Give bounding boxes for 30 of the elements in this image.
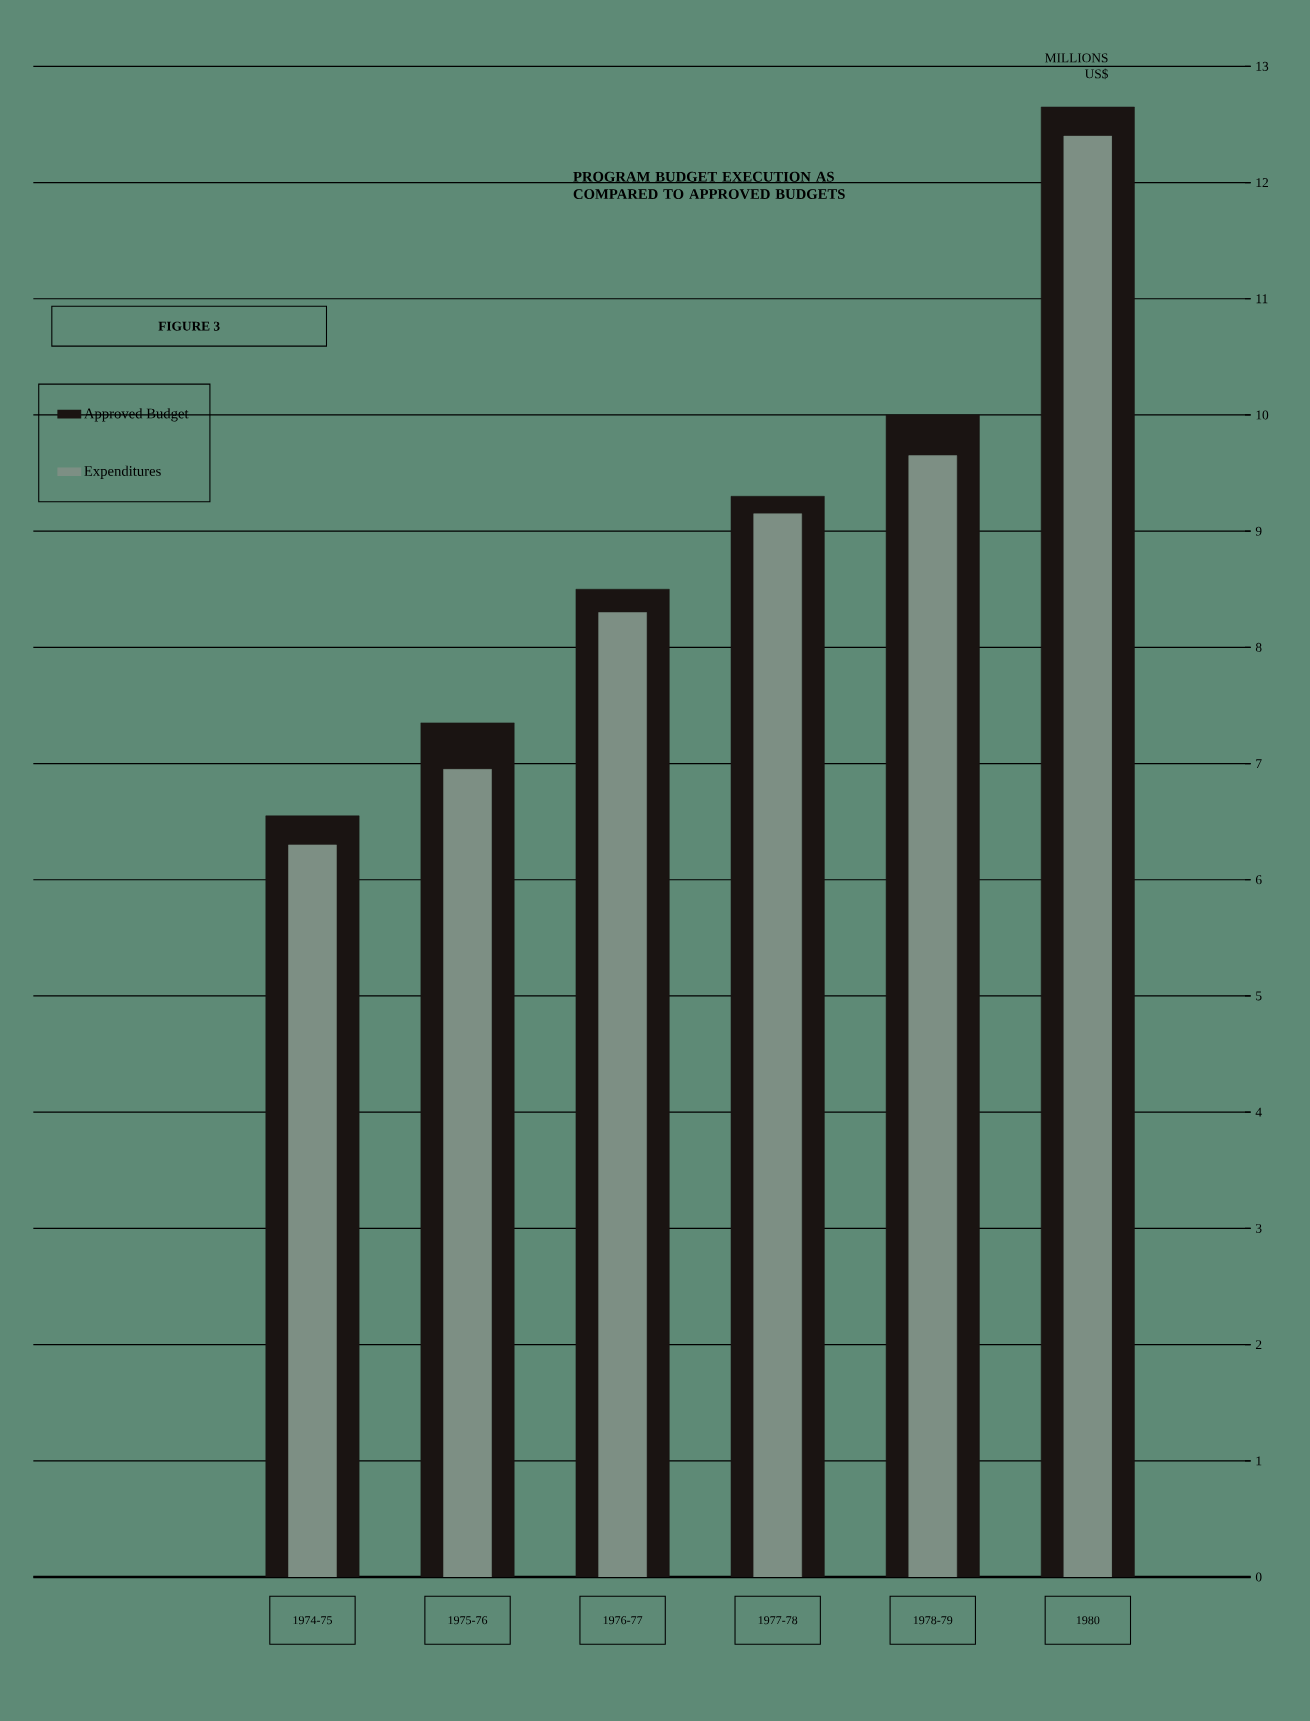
y-tick-label: 10 [1256, 410, 1269, 420]
bar [1063, 135, 1113, 1577]
bar [908, 455, 958, 1577]
bar [598, 612, 647, 1577]
y-tick-label: 6 [1255, 875, 1262, 885]
y-axis-title: MILLIONS US$ [1045, 53, 1108, 80]
y-tick-label: 5 [1256, 991, 1262, 1001]
y-tick-label: 9 [1255, 526, 1262, 536]
x-tick-label: 1980 [1076, 1616, 1100, 1625]
legend-label: Expenditures [84, 465, 161, 479]
y-tick-label: 1 [1256, 1456, 1262, 1466]
bar [288, 844, 337, 1577]
y-tick-label: 12 [1256, 178, 1268, 187]
y-tick-label: 4 [1255, 1107, 1262, 1117]
x-tick-label: 1978-79 [913, 1616, 953, 1625]
y-tick-label: 8 [1255, 642, 1262, 652]
text: PROGRAM BUDGET EXECUTION AS COMPARED TO APPROVED BUDGETS [573, 171, 845, 200]
y-tick-label: 13 [1256, 61, 1269, 71]
x-tick-label: 1975-76 [448, 1616, 488, 1625]
y-tick-label: 2 [1255, 1340, 1262, 1349]
y-tick-label: 3 [1256, 1223, 1262, 1233]
y-tick-label: 11 [1256, 294, 1268, 304]
y-tick-label: 7 [1256, 759, 1262, 768]
bar [753, 513, 802, 1577]
y-tick-label: 0 [1255, 1572, 1262, 1582]
x-tick-label: 1977-78 [758, 1616, 798, 1625]
x-tick-label: 1974-75 [293, 1616, 333, 1625]
x-tick-label: 1976-77 [603, 1616, 643, 1625]
caption: FIGURE 3 [158, 321, 220, 331]
bar [443, 769, 492, 1577]
